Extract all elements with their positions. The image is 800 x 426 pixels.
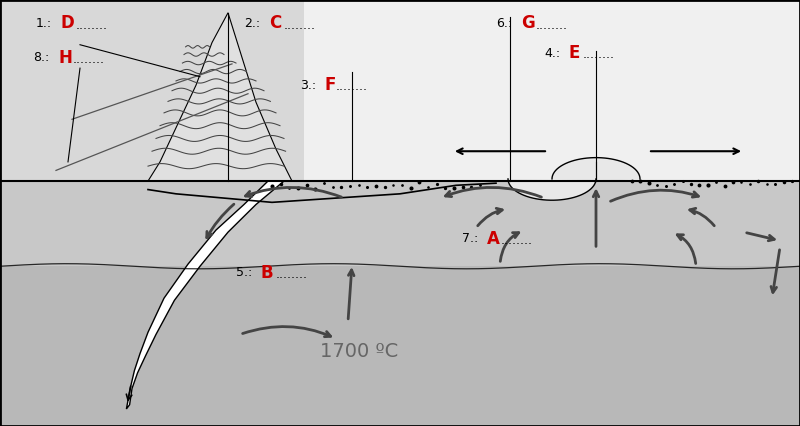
Text: 5.:: 5.: (236, 266, 252, 279)
Polygon shape (552, 158, 684, 181)
Polygon shape (148, 13, 292, 181)
Text: D: D (61, 14, 74, 32)
Text: C: C (269, 14, 281, 32)
Text: ........: ........ (582, 49, 614, 61)
Polygon shape (0, 0, 304, 181)
Text: A: A (487, 230, 500, 248)
Text: ........: ........ (501, 234, 533, 247)
Text: G: G (521, 14, 534, 32)
Text: F: F (325, 76, 336, 94)
Bar (0, 0, 800, 181)
Text: 3.:: 3.: (300, 79, 316, 92)
Text: 1700 ºC: 1700 ºC (320, 342, 398, 361)
Text: ........: ........ (283, 19, 315, 32)
Polygon shape (126, 181, 284, 409)
Text: ........: ........ (75, 19, 107, 32)
Text: 1.:: 1.: (36, 17, 52, 30)
Text: 8.:: 8.: (34, 51, 50, 64)
Bar (0, 181, 800, 266)
Text: H: H (58, 49, 72, 66)
Text: ........: ........ (535, 19, 567, 32)
Text: 6.:: 6.: (496, 17, 512, 30)
Text: 2.:: 2.: (244, 17, 260, 30)
Text: E: E (569, 44, 580, 62)
Bar (0, 266, 800, 426)
Text: 4.:: 4.: (544, 47, 560, 60)
Text: B: B (261, 264, 274, 282)
Text: ........: ........ (275, 268, 307, 281)
Text: ........: ........ (336, 81, 368, 93)
Polygon shape (508, 179, 596, 200)
Text: 7.:: 7.: (462, 232, 478, 245)
Text: ........: ........ (73, 53, 105, 66)
